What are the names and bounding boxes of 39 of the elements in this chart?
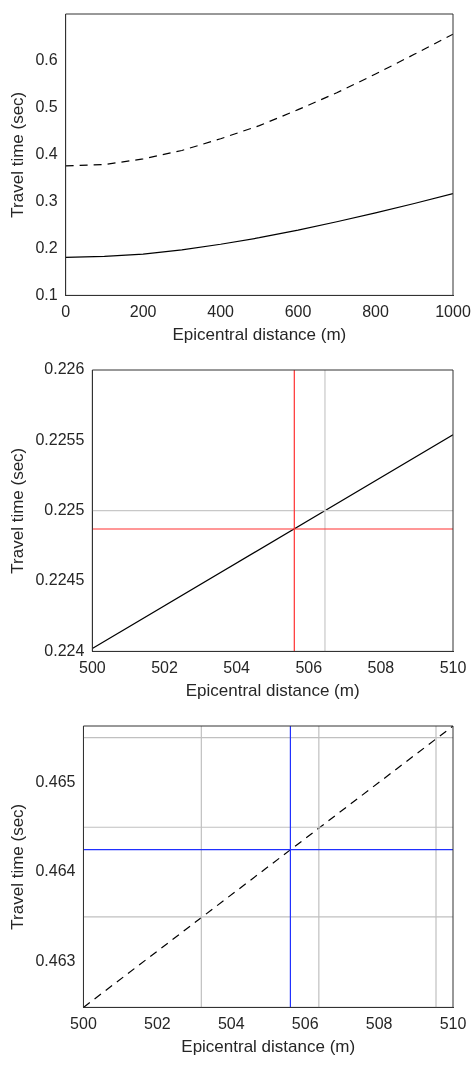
y-tick-label: 0.4 [35, 145, 58, 163]
y-tick-label: 0.2245 [35, 571, 85, 589]
y-tick-label: 0.224 [44, 641, 85, 659]
x-tick-label: 500 [70, 1015, 97, 1033]
y-tick-label: 0.226 [44, 360, 85, 378]
x-tick-label: 510 [439, 1015, 467, 1033]
x-tick-label: 200 [129, 303, 157, 321]
y-tick-label: 0.1 [35, 285, 58, 303]
y-axis-title: Travel time (sec) [7, 447, 27, 574]
x-tick-label: 506 [291, 1015, 319, 1033]
x-tick-label: 400 [207, 303, 235, 321]
x-axis-title: Epicentral distance (m) [185, 681, 360, 701]
y-tick-label: 0.464 [35, 862, 76, 880]
y-tick-label: 0.3 [35, 192, 58, 210]
y-tick-label: 0.2255 [35, 430, 85, 448]
x-tick-label: 502 [144, 1015, 171, 1033]
x-axis-title: Epicentral distance (m) [181, 1037, 356, 1057]
x-tick-label: 504 [223, 659, 251, 677]
x-tick-label: 504 [217, 1015, 245, 1033]
y-tick-label: 0.465 [35, 772, 76, 790]
x-tick-label: 510 [439, 659, 467, 677]
x-tick-label: 1000 [435, 303, 471, 321]
y-tick-label: 0.5 [35, 98, 58, 116]
x-tick-label: 502 [151, 659, 178, 677]
x-tick-label: 508 [367, 659, 395, 677]
y-tick-label: 0.463 [35, 952, 76, 970]
x-tick-label: 506 [295, 659, 323, 677]
y-tick-label: 0.6 [35, 51, 58, 69]
x-tick-label: 600 [284, 303, 312, 321]
x-tick-label: 500 [78, 659, 106, 677]
y-tick-label: 0.225 [44, 501, 85, 519]
y-axis-title: Travel time (sec) [7, 803, 27, 930]
y-tick-label: 0.2 [35, 238, 58, 256]
x-tick-label: 508 [365, 1015, 393, 1033]
line-series [65, 33, 453, 167]
x-tick-label: 800 [362, 303, 389, 321]
x-axis-title: Epicentral distance (m) [172, 325, 347, 345]
x-tick-label: 0 [61, 303, 71, 321]
y-axis-title: Travel time (sec) [7, 91, 27, 218]
